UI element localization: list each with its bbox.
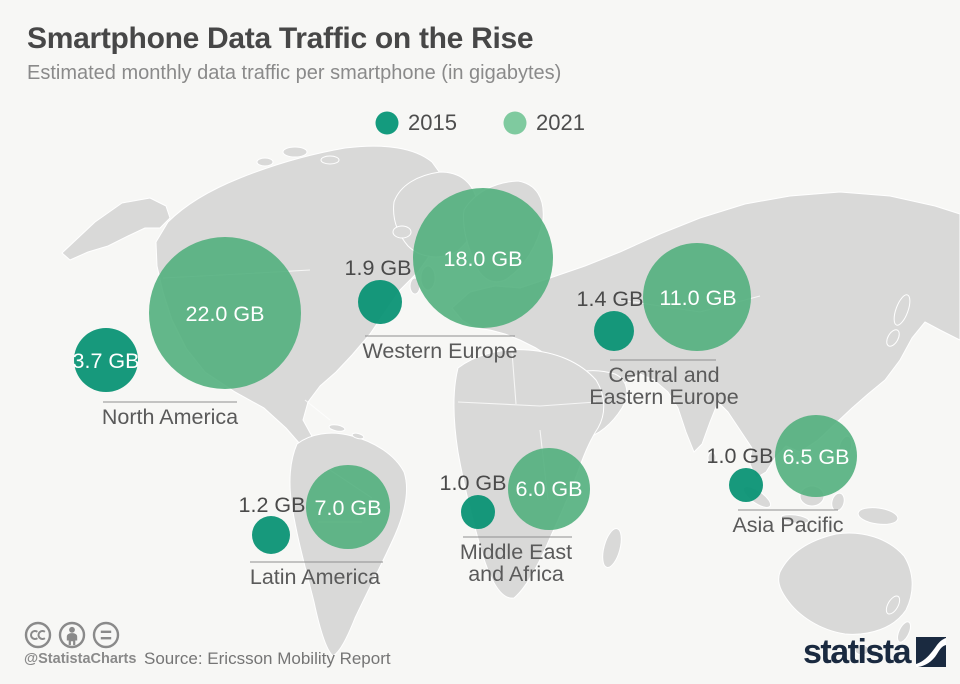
legend-label-2021: 2021 [536, 110, 585, 135]
bubble-asia-pacific-2015 [729, 468, 763, 502]
island-new-guinea [857, 507, 899, 525]
value-label-2015: 1.9 GB [345, 256, 412, 280]
continent-alaska [61, 197, 171, 261]
value-label-2021: 6.0 GB [516, 477, 583, 501]
source-text: Source: Ericsson Mobility Report [144, 649, 391, 668]
statista-logo-icon [916, 637, 947, 667]
island-java [780, 514, 810, 524]
statista-wordmark: statista [803, 633, 912, 671]
region-name: North America [102, 405, 238, 429]
bubble-western-europe-2021 [413, 188, 553, 328]
value-label-2021: 6.5 GB [783, 445, 850, 469]
region-name-line2: and Africa [468, 562, 564, 586]
value-label-2021: 7.0 GB [315, 496, 382, 520]
value-label-2015: 1.2 GB [239, 493, 306, 517]
bubble-central-eastern-europe-2015 [594, 311, 634, 351]
region-name-line1: Central and [608, 363, 719, 387]
legend-label-2015: 2015 [408, 110, 457, 135]
island-caribbean [328, 424, 346, 432]
bubble-north-america-2015 [74, 328, 138, 392]
island-new-zealand [897, 621, 911, 643]
region-asia-pacific: 1.0 GB 6.5 GB Asia Pacific [707, 415, 857, 537]
island-tasmania [854, 644, 870, 656]
island-japan [893, 294, 911, 326]
region-latin-america: 1.2 GB 7.0 GB Latin America [239, 465, 390, 589]
license-icons [24, 621, 120, 649]
attribution-icon [58, 621, 86, 649]
arctic-islands [256, 157, 274, 167]
region-name: Latin America [250, 565, 380, 589]
statista-handle: @StatistaCharts [24, 651, 137, 667]
island-caribbean [351, 432, 365, 440]
value-label-2015: 1.4 GB [577, 287, 644, 311]
value-label-2015: 1.0 GB [707, 444, 774, 468]
value-label-2015: 3.7 GB [73, 349, 140, 373]
value-label-2021: 22.0 GB [186, 302, 265, 326]
region-western-europe: 1.9 GB 18.0 GB Western Europe [345, 188, 553, 363]
legend: 2015 2021 [0, 110, 960, 136]
bubble-latin-america-2021 [306, 465, 390, 549]
legend-swatch-2021-icon [503, 111, 527, 135]
island-sri-lanka [707, 451, 717, 465]
region-name: Asia Pacific [732, 513, 843, 537]
island-new-zealand [885, 595, 901, 615]
bubble-asia-pacific-2021 [775, 415, 857, 497]
legend-swatch-2015-icon [375, 111, 399, 135]
region-north-america: 3.7 GB 22.0 GB North America [73, 237, 301, 429]
value-label-2021: 11.0 GB [659, 286, 736, 310]
bubble-middle-east-africa-2015 [461, 495, 495, 529]
equal-icon [92, 621, 120, 649]
island-madagascar [602, 528, 622, 568]
arctic-islands [282, 146, 308, 158]
value-label-2021: 18.0 GB [444, 247, 523, 271]
region-name-line1: Middle East [460, 540, 572, 564]
region-name-line2: Eastern Europe [589, 385, 738, 409]
page-subtitle: Estimated monthly data traffic per smart… [27, 62, 562, 84]
region-middle-east-africa: 1.0 GB 6.0 GB Middle East and Africa [440, 448, 590, 586]
bubble-central-eastern-europe-2021 [643, 243, 751, 351]
bubble-western-europe-2015 [358, 280, 402, 324]
island-sulawesi [831, 492, 845, 512]
legend-item-2015: 2015 [375, 110, 457, 136]
region-name: Western Europe [363, 339, 518, 363]
value-label-2015: 1.0 GB [440, 471, 507, 495]
region-central-eastern-europe: 1.4 GB 11.0 GB Central and Eastern Europ… [577, 243, 751, 409]
continent-australia [778, 532, 913, 635]
page-title: Smartphone Data Traffic on the Rise [27, 22, 534, 55]
statista-logo: statista [803, 633, 947, 671]
island-japan [886, 329, 900, 347]
bubble-north-america-2021 [149, 237, 301, 389]
legend-item-2021: 2021 [503, 110, 585, 136]
bubble-middle-east-africa-2021 [508, 448, 590, 530]
bubble-latin-america-2015 [252, 516, 290, 554]
arctic-islands [320, 155, 340, 165]
island-iceland [392, 225, 412, 239]
cc-icon [24, 621, 52, 649]
